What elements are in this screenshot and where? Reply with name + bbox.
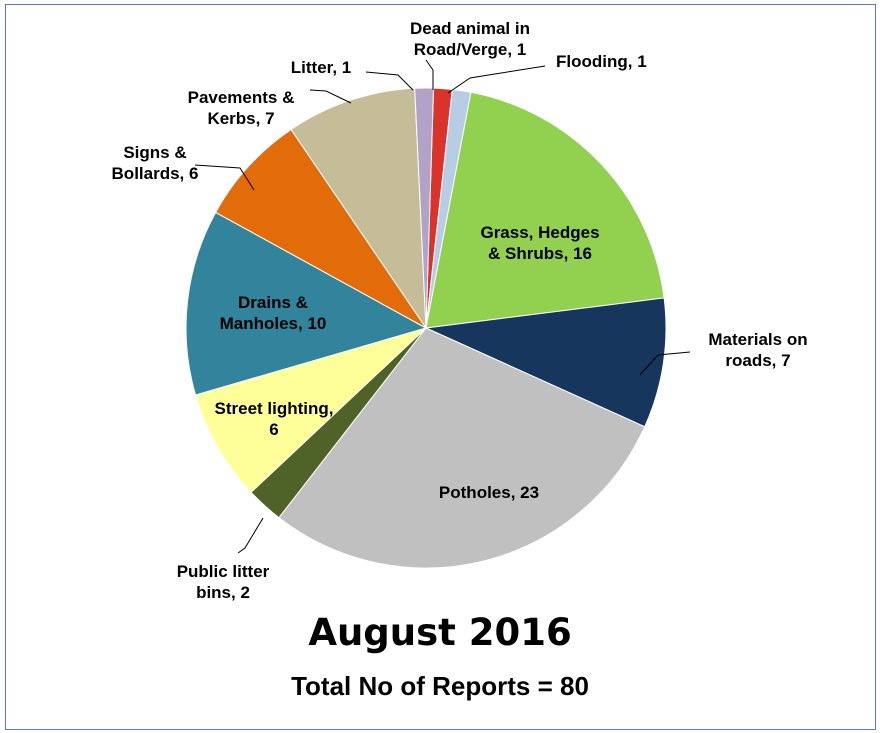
slice-label-line: roads, 7 [725, 351, 790, 370]
pie-slice-grass-hedges-shrubs [425, 91, 665, 329]
pie-slice-signs-bollards [215, 128, 427, 329]
slice-label-line: Kerbs, 7 [207, 109, 274, 128]
pie-slice-street-lighting [194, 327, 427, 493]
leader-line [365, 71, 414, 91]
chart-title: August 2016 [308, 611, 572, 654]
pie-slice-potholes [278, 327, 646, 569]
slice-label-line: Litter, 1 [291, 58, 351, 77]
slice-labels: Dead animal in Road/Verge, 1 Flooding, 1 Gr… [112, 19, 808, 602]
slice-label-line: Manholes, 10 [220, 314, 327, 333]
slice-label: Dead animal in Road/Verge, 1 [410, 19, 530, 59]
leader-line [194, 164, 255, 191]
slice-label-line: Grass, Hedges [480, 223, 599, 242]
leader-lines [194, 59, 691, 554]
slice-label: Potholes, 23 [439, 483, 539, 502]
slice-label: Drains & Manholes, 10 [220, 293, 327, 333]
slice-label-line: Bollards, 6 [112, 164, 199, 183]
slice-label: Grass, Hedges & Shrubs, 16 [480, 223, 599, 263]
chart-subtitle: Total No of Reports = 80 [291, 671, 589, 701]
leader-line [309, 89, 352, 104]
leader-line [237, 517, 264, 554]
slice-label: Litter, 1 [291, 58, 351, 77]
slice-label: Materials on roads, 7 [708, 330, 807, 370]
slice-label-line: Drains & [238, 293, 308, 312]
slice-label-line: Road/Verge, 1 [414, 40, 526, 59]
slice-label: Street lighting, 6 [215, 399, 334, 439]
pie-slice-drains-manholes [185, 211, 428, 396]
slice-label: Signs & Bollards, 6 [112, 143, 199, 183]
pie-slice-pavements-kerbs [290, 87, 427, 330]
slice-label-line: Materials on [708, 330, 807, 349]
slice-label: Pavements & Kerbs, 7 [188, 88, 295, 128]
pie-slice-litter [414, 87, 435, 329]
slice-label-line: & Shrubs, 16 [488, 244, 592, 263]
slice-label: Flooding, 1 [556, 52, 647, 71]
leader-line [425, 59, 434, 90]
slice-label-line: Public litter [177, 562, 270, 581]
slice-label-line: bins, 2 [196, 583, 250, 602]
pie-slice-materials-on-roads [424, 297, 667, 428]
leader-line [447, 65, 546, 94]
slice-label-line: Flooding, 1 [556, 52, 647, 71]
slice-label-line: Signs & [123, 143, 186, 162]
slice-label: Public litter bins, 2 [177, 562, 270, 602]
slice-label-line: Potholes, 23 [439, 483, 539, 502]
slice-label-line: Street lighting, [215, 399, 334, 418]
leader-line [639, 351, 691, 376]
slice-label-line: Pavements & [188, 88, 295, 107]
slice-label-line: 6 [269, 420, 278, 439]
slice-label-line: Dead animal in [410, 19, 530, 38]
pie-slices [185, 87, 667, 569]
